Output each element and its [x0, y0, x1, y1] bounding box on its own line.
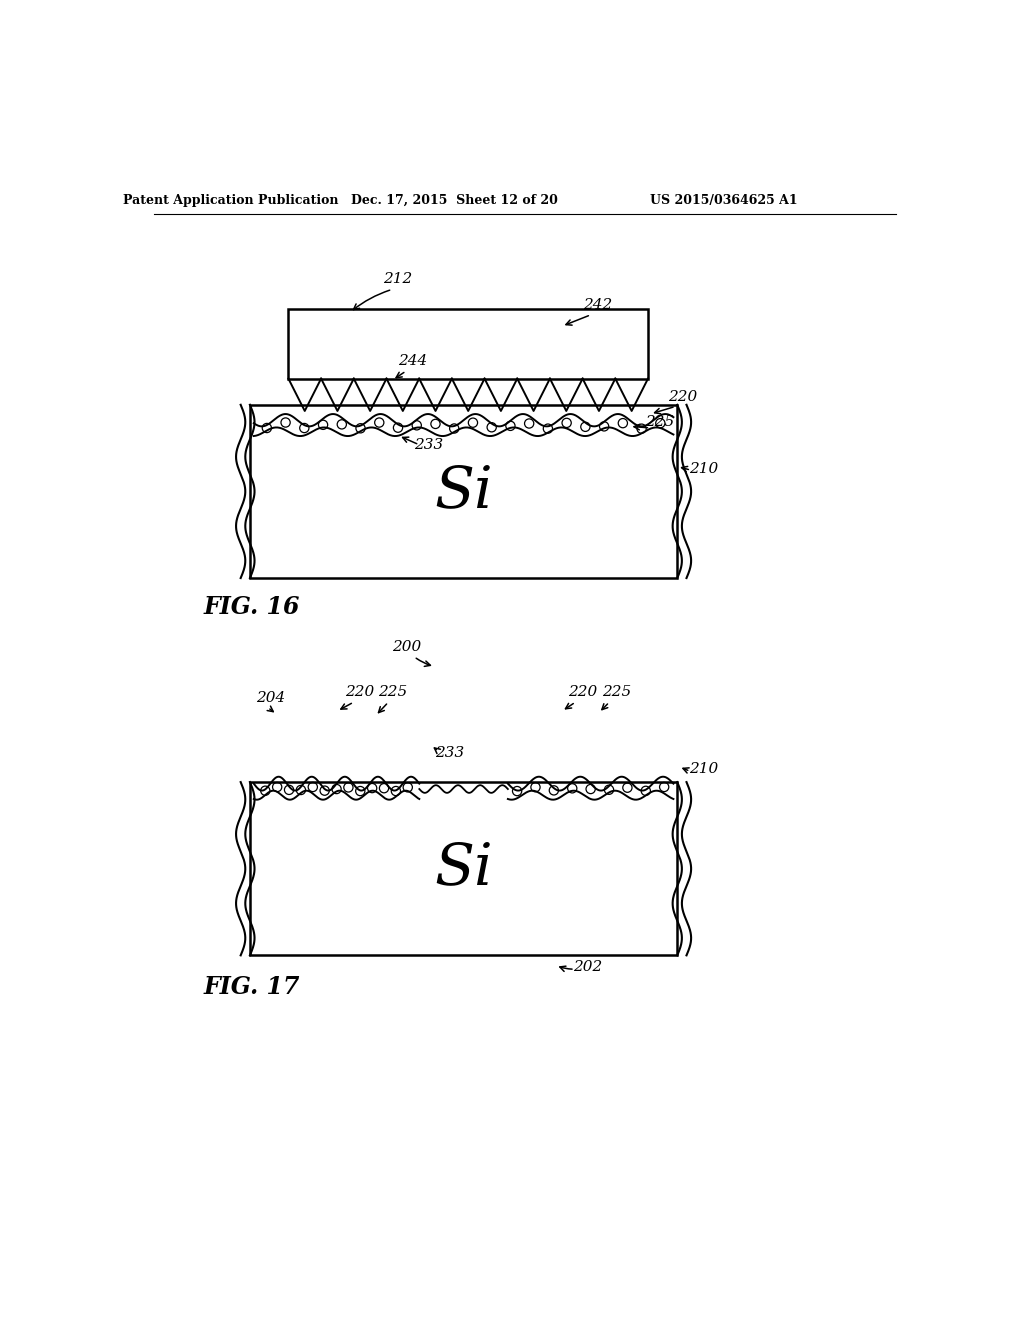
Bar [250, 405, 677, 578]
Text: Dec. 17, 2015  Sheet 12 of 20: Dec. 17, 2015 Sheet 12 of 20 [350, 194, 557, 207]
Text: 220: 220 [568, 685, 597, 698]
Text: 220: 220 [345, 685, 374, 698]
Text: 200: 200 [392, 640, 422, 655]
Text: 244: 244 [398, 354, 428, 368]
Text: 233: 233 [435, 747, 464, 760]
Text: 212: 212 [383, 272, 413, 286]
Text: 225: 225 [645, 414, 674, 429]
Text: Si: Si [434, 463, 493, 520]
Text: Patent Application Publication: Patent Application Publication [123, 194, 338, 207]
Text: US 2015/0364625 A1: US 2015/0364625 A1 [649, 194, 798, 207]
Text: 242: 242 [584, 297, 612, 312]
Text: 204: 204 [256, 692, 286, 705]
Text: Si: Si [434, 841, 493, 898]
Text: 233: 233 [414, 438, 443, 453]
Text: 225: 225 [379, 685, 408, 698]
Text: 225: 225 [602, 685, 631, 698]
Bar [250, 781, 677, 956]
Text: FIG. 16: FIG. 16 [204, 595, 300, 619]
Text: FIG. 17: FIG. 17 [204, 975, 300, 999]
Text: 210: 210 [689, 762, 718, 776]
Text: 220: 220 [668, 389, 697, 404]
Bar [289, 309, 648, 379]
Text: 202: 202 [573, 960, 602, 974]
Text: 210: 210 [689, 462, 718, 475]
